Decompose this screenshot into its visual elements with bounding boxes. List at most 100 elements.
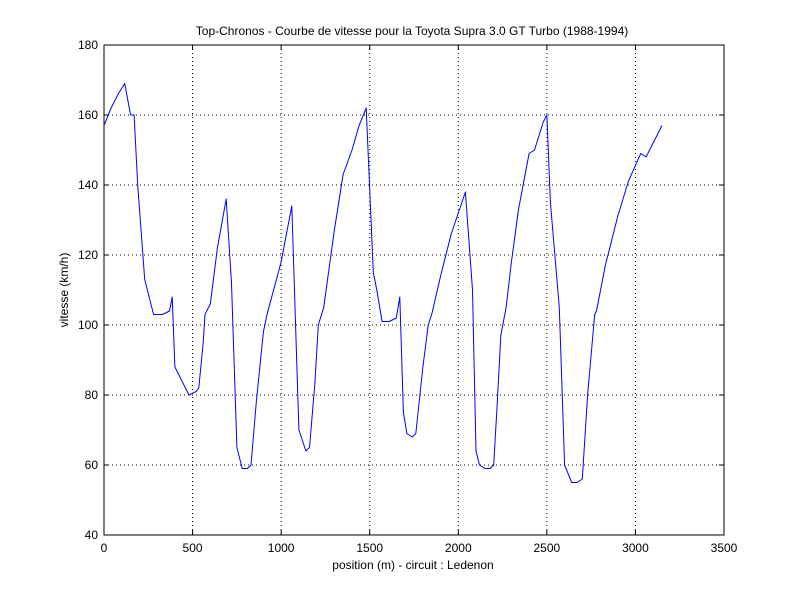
speed-point <box>451 233 452 234</box>
speed-point <box>103 125 104 126</box>
speed-point <box>226 198 227 199</box>
speed-point <box>247 468 248 469</box>
speed-point <box>358 125 359 126</box>
speed-point <box>587 394 588 395</box>
speed-point <box>594 314 595 315</box>
y-tick-label: 180 <box>78 38 98 52</box>
speed-point <box>422 366 423 367</box>
x-tick-label: 1000 <box>268 541 295 555</box>
speed-point <box>110 107 111 108</box>
speed-point <box>210 303 211 304</box>
speed-point <box>529 153 530 154</box>
speed-point <box>550 202 551 203</box>
speed-point <box>490 468 491 469</box>
speed-point <box>334 230 335 231</box>
speed-point <box>134 114 135 115</box>
speed-point <box>309 447 310 448</box>
speed-point <box>376 289 377 290</box>
y-tick-label: 120 <box>78 248 98 262</box>
speed-point <box>236 447 237 448</box>
speed-point <box>298 429 299 430</box>
speed-point <box>518 209 519 210</box>
speed-point <box>596 310 597 311</box>
speed-point <box>169 310 170 311</box>
speed-point <box>198 387 199 388</box>
speed-point <box>564 464 565 465</box>
speed-point <box>373 272 374 273</box>
plot-area: 0 500 1000 1500 2000 2500 3000 3500 40 60 80 100 120… <box>78 38 738 555</box>
speed-point <box>645 156 646 157</box>
speed-point <box>475 450 476 451</box>
speed-point <box>351 149 352 150</box>
speed-point <box>291 205 292 206</box>
speed-point <box>343 174 344 175</box>
speed-point <box>172 296 173 297</box>
speed-point <box>399 296 400 297</box>
speed-point <box>661 125 662 126</box>
speed-point <box>543 121 544 122</box>
x-tick-label: 3500 <box>711 541 738 555</box>
speed-point <box>500 335 501 336</box>
y-axis-label: vitesse (km/h) <box>57 253 71 328</box>
speed-point <box>412 436 413 437</box>
x-tick-label: 0 <box>101 541 108 555</box>
speed-point <box>203 342 204 343</box>
speed-point <box>204 314 205 315</box>
speed-point <box>314 384 315 385</box>
axes-frame <box>103 44 725 536</box>
speed-point <box>396 317 397 318</box>
speed-point <box>403 412 404 413</box>
speed-point <box>217 247 218 248</box>
speed-point <box>511 261 512 262</box>
y-tick-label: 100 <box>78 318 98 332</box>
speed-point <box>534 149 535 150</box>
speed-point <box>497 401 498 402</box>
speed-point <box>162 314 163 315</box>
speed-point <box>305 450 306 451</box>
y-tick-label: 80 <box>85 388 99 402</box>
speed-point <box>571 482 572 483</box>
speed-point <box>406 433 407 434</box>
speed-point <box>576 482 577 483</box>
speed-point <box>415 433 416 434</box>
speed-point <box>382 321 383 322</box>
speed-point <box>605 265 606 266</box>
speed-point <box>144 279 145 280</box>
speed-point <box>118 93 119 94</box>
speed-point <box>617 216 618 217</box>
y-tick-label: 60 <box>85 458 99 472</box>
speed-point <box>366 107 367 108</box>
x-tick-label: 2500 <box>534 541 561 555</box>
speed-point <box>196 391 197 392</box>
speed-point <box>628 181 629 182</box>
speed-point <box>431 314 432 315</box>
speed-point <box>649 149 650 150</box>
y-tick-label: 140 <box>78 178 98 192</box>
x-tick-label: 1500 <box>356 541 383 555</box>
speed-point <box>231 282 232 283</box>
speed-point <box>153 314 154 315</box>
y-tick-label: 40 <box>85 528 99 542</box>
speed-point <box>484 468 485 469</box>
speed-point <box>174 366 175 367</box>
speed-point <box>440 275 441 276</box>
y-tick-label: 160 <box>78 108 98 122</box>
speed-point <box>181 380 182 381</box>
speed-point <box>428 324 429 325</box>
speed-point <box>124 83 125 84</box>
speed-point <box>506 307 507 308</box>
x-tick-label: 2000 <box>445 541 472 555</box>
x-tick-label: 500 <box>183 541 203 555</box>
x-axis-label: position (m) - circuit : Ledenon <box>332 558 493 572</box>
speed-point <box>640 153 641 154</box>
speed-point <box>250 464 251 465</box>
speed-point <box>242 468 243 469</box>
speed-point <box>493 464 494 465</box>
speed-point <box>263 331 264 332</box>
speed-point <box>653 142 654 143</box>
speed-point <box>472 289 473 290</box>
speed-point <box>281 261 282 262</box>
speed-point <box>188 394 189 395</box>
speed-point <box>465 191 466 192</box>
